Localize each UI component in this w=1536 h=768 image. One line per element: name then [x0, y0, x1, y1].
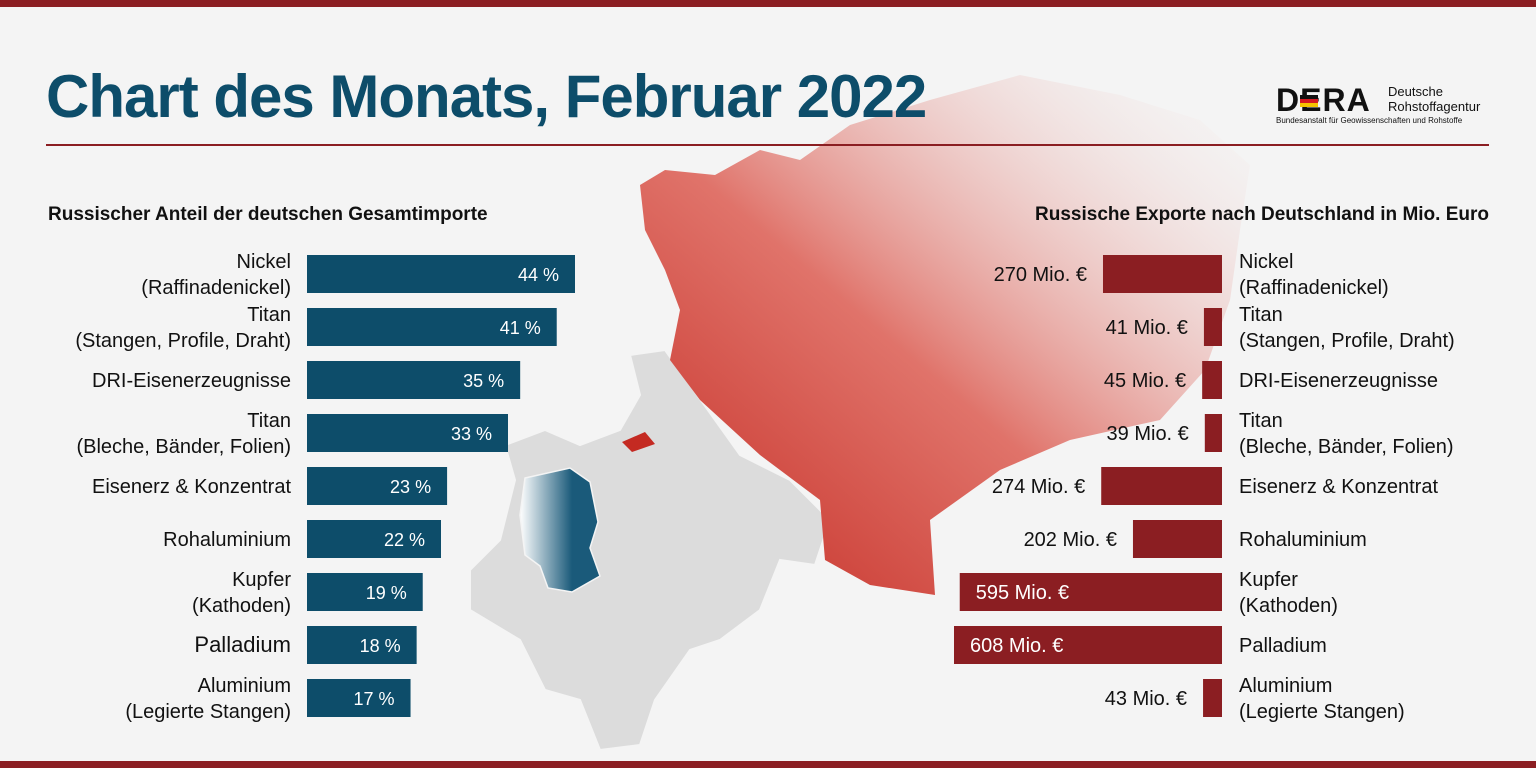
right-bar-value-label: 274 Mio. €: [992, 476, 1085, 498]
bottom-accent-band: [0, 761, 1536, 768]
left-category-label: Titan (Bleche, Bänder, Folien): [76, 410, 291, 458]
left-category-label: Rohaluminium: [163, 529, 291, 551]
right-bar-8: [1203, 679, 1222, 717]
left-bar-value-label: 44 %: [518, 265, 559, 285]
left-bar-0: [307, 255, 575, 293]
left-bar-5: [307, 520, 441, 558]
left-bar-value-label: 22 %: [384, 530, 425, 550]
left-bar-value-label: 41 %: [500, 318, 541, 338]
logo-wordmark: DERA: [1276, 82, 1371, 118]
right-chart-title: Russische Exporte nach Deutschland in Mi…: [1035, 204, 1489, 225]
logo-flag-icon: [1300, 95, 1318, 107]
left-bar-value-label: 23 %: [390, 477, 431, 497]
right-category-label: Aluminium (Legierte Stangen): [1239, 675, 1405, 723]
right-bar-3: [1204, 414, 1222, 452]
kaliningrad-shape: [622, 432, 655, 452]
left-bar-3: [307, 414, 508, 452]
right-bar-5: [1132, 520, 1222, 558]
right-category-label: Titan (Stangen, Profile, Draht): [1239, 304, 1455, 352]
right-bar-0: [1102, 255, 1222, 293]
right-bar-value-label: 270 Mio. €: [994, 264, 1087, 286]
russia-shape: [640, 75, 1250, 595]
left-chart-title: Russischer Anteil der deutschen Gesamtim…: [48, 204, 488, 225]
left-category-label: Titan (Stangen, Profile, Draht): [75, 304, 291, 352]
logo-name: Deutsche Rohstoffagentur: [1388, 84, 1480, 114]
logo-name-line1: Deutsche: [1388, 84, 1443, 99]
right-category-label: Titan (Bleche, Bänder, Folien): [1239, 410, 1454, 458]
right-bar-2: [1202, 361, 1222, 399]
left-bar-value-label: 19 %: [366, 583, 407, 603]
germany-shape: [519, 467, 601, 593]
right-bar-value-label: 202 Mio. €: [1024, 529, 1117, 551]
left-chart: 44 % Nickel (Raffinadenickel) 41 % Titan (Sta…: [75, 251, 575, 723]
right-bar-7: [954, 626, 1222, 664]
left-category-label: DRI-Eisenerzeugnisse: [92, 370, 291, 392]
logo-subtitle: Bundesanstalt für Geowissenschaften und …: [1276, 116, 1463, 125]
right-category-label: Eisenerz & Konzentrat: [1239, 476, 1438, 498]
left-bar-value-label: 18 %: [360, 636, 401, 656]
left-category-label: Palladium: [194, 632, 291, 657]
right-bar-value-label: 608 Mio. €: [970, 635, 1063, 657]
left-bar-7: [307, 626, 417, 664]
europe-shape: [469, 348, 832, 752]
title-divider: [46, 144, 1489, 146]
left-bar-8: [307, 679, 411, 717]
right-bar-value-label: 39 Mio. €: [1107, 423, 1189, 445]
left-bar-value-label: 17 %: [354, 689, 395, 709]
right-bar-6: [959, 573, 1222, 611]
left-bar-6: [307, 573, 423, 611]
left-bar-value-label: 35 %: [463, 371, 504, 391]
left-category-label: Aluminium (Legierte Stangen): [125, 675, 291, 723]
left-category-label: Eisenerz & Konzentrat: [92, 476, 291, 498]
logo-name-line2: Rohstoffagentur: [1388, 99, 1481, 114]
left-bar-value-label: 33 %: [451, 424, 492, 444]
right-category-label: Kupfer (Kathoden): [1239, 569, 1338, 617]
left-bar-4: [307, 467, 448, 505]
right-category-label: Rohaluminium: [1239, 529, 1367, 551]
left-bar-2: [307, 361, 521, 399]
right-bar-value-label: 595 Mio. €: [976, 582, 1069, 604]
left-category-label: Kupfer (Kathoden): [192, 569, 291, 617]
right-category-label: Palladium: [1239, 635, 1327, 657]
page-title: Chart des Monats, Februar 2022: [46, 63, 927, 130]
right-bar-value-label: 43 Mio. €: [1105, 688, 1187, 710]
left-bar-1: [307, 308, 557, 346]
right-bar-value-label: 41 Mio. €: [1106, 317, 1188, 339]
right-category-label: DRI-Eisenerzeugnisse: [1239, 370, 1438, 392]
right-bar-4: [1101, 467, 1222, 505]
right-bar-value-label: 45 Mio. €: [1104, 370, 1186, 392]
left-category-label: Nickel (Raffinadenickel): [141, 251, 291, 299]
top-accent-band: [0, 0, 1536, 7]
right-bar-1: [1203, 308, 1222, 346]
right-category-label: Nickel (Raffinadenickel): [1239, 251, 1389, 299]
dera-logo: DERA Deutsche Rohstoffagentur Bundesanst…: [1276, 82, 1496, 130]
right-chart: 270 Mio. € Nickel (Raffinadenickel) 41 Mio.…: [954, 251, 1455, 723]
